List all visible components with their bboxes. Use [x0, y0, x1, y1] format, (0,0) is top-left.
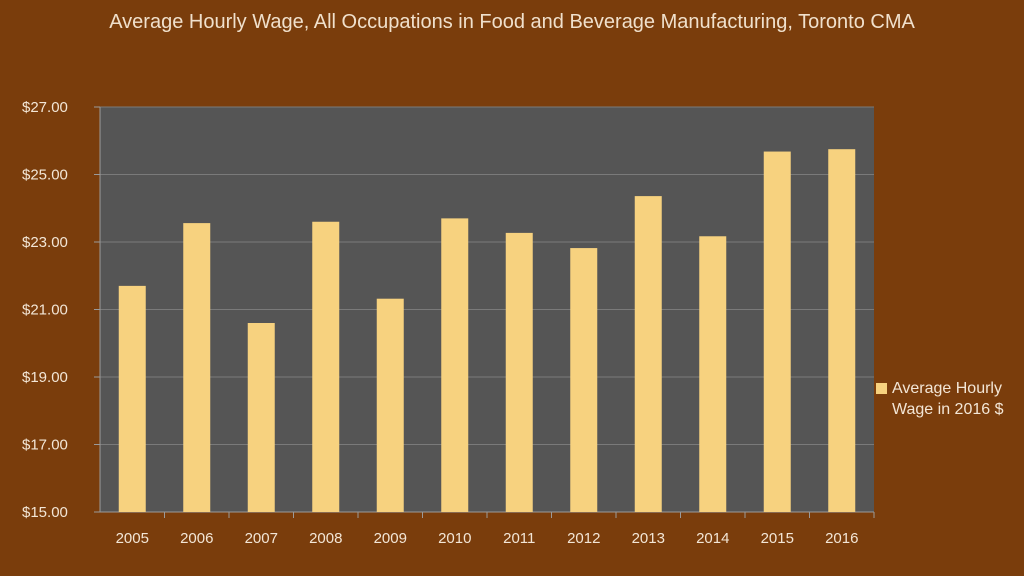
y-tick-label: $17.00 [22, 437, 68, 454]
x-tick-label-2010: 2010 [438, 530, 471, 547]
legend-swatch [876, 383, 887, 394]
y-tick-label: $27.00 [22, 99, 68, 116]
x-tick-label-2015: 2015 [761, 530, 794, 547]
x-tick-label-2012: 2012 [567, 530, 600, 547]
bar-2009 [376, 298, 404, 512]
x-tick-label-2009: 2009 [374, 530, 407, 547]
x-tick-label-2011: 2011 [503, 530, 535, 547]
y-tick-label: $25.00 [22, 167, 68, 184]
x-tick-label-2016: 2016 [825, 530, 858, 547]
x-tick-label-2008: 2008 [309, 530, 342, 547]
bar-2007 [247, 323, 275, 512]
bar-2010 [441, 218, 469, 512]
legend: Average Hourly Wage in 2016 $ [876, 378, 1021, 420]
bar-2013 [634, 196, 662, 512]
bar-2008 [312, 221, 340, 512]
bar-2015 [763, 151, 791, 513]
x-tick-label-2014: 2014 [696, 530, 729, 547]
chart-title: Average Hourly Wage, All Occupations in … [109, 11, 915, 33]
bar-2011 [505, 232, 533, 512]
bar-2014 [699, 236, 727, 512]
y-tick-label: $19.00 [22, 369, 68, 386]
bar-2012 [570, 248, 598, 512]
y-tick-label: $21.00 [22, 302, 68, 319]
y-tick-label: $15.00 [22, 504, 68, 521]
bar-2016 [828, 149, 856, 512]
bar-2006 [183, 223, 211, 512]
x-tick-label-2006: 2006 [180, 530, 213, 547]
x-tick-label-2007: 2007 [245, 530, 278, 547]
x-tick-label-2005: 2005 [116, 530, 149, 547]
legend-label: Average Hourly Wage in 2016 $ [892, 380, 1004, 418]
x-tick-label-2013: 2013 [632, 530, 665, 547]
bar-2005 [118, 285, 146, 512]
y-tick-label: $23.00 [22, 234, 68, 251]
